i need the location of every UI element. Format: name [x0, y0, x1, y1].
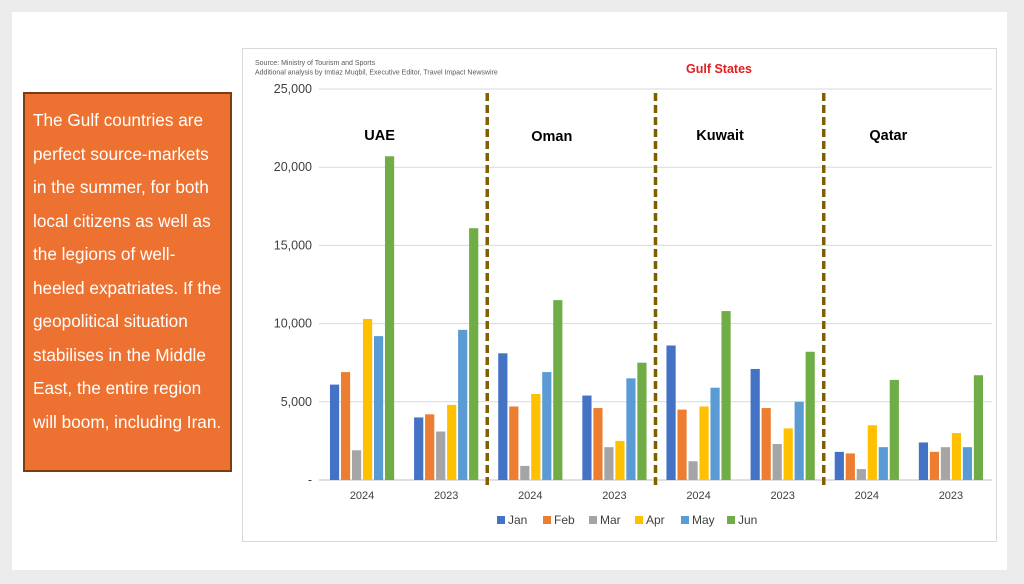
bar-apr — [362, 318, 373, 480]
bar-mar — [772, 444, 782, 480]
x-tick-label: 2024 — [518, 490, 542, 502]
legend-label: May — [692, 513, 715, 527]
legend-label: Feb — [554, 513, 575, 527]
bars — [329, 156, 984, 480]
source-note: Additional analysis by Imtiaz Muqbil, Ex… — [255, 70, 498, 77]
y-tick-label: 5,000 — [281, 395, 312, 409]
legend-swatch — [681, 516, 689, 524]
bar-feb — [509, 406, 519, 480]
y-tick-label: 15,000 — [274, 238, 312, 252]
bar-jun — [973, 375, 984, 480]
bar-apr — [531, 393, 541, 480]
bar-jun — [553, 300, 563, 480]
legend-label: Mar — [600, 513, 621, 527]
y-tick-label: 20,000 — [274, 160, 312, 174]
bar-feb — [845, 453, 855, 480]
bar-jan — [329, 384, 340, 480]
x-tick-label: 2023 — [434, 490, 458, 502]
bar-apr — [867, 425, 877, 480]
bar-jan — [414, 417, 424, 480]
callout-text: The Gulf countries are perfect source-ma… — [33, 110, 222, 432]
bar-may — [878, 447, 888, 480]
bar-mar — [688, 461, 698, 480]
bar-feb — [677, 409, 687, 480]
x-tick-label: 2023 — [770, 490, 794, 502]
x-tick-label: 2024 — [686, 490, 710, 502]
legend-swatch — [727, 516, 735, 524]
bar-jun — [721, 311, 731, 480]
chart-frame: -5,000 10,000 15,000 20,000 25,000 2024 2023 2… — [242, 48, 997, 542]
bar-feb — [340, 372, 351, 480]
x-tick-label: 2024 — [855, 490, 879, 502]
y-tick-label: 10,000 — [274, 317, 312, 331]
y-tick-label: 25,000 — [274, 82, 312, 96]
country-label: Qatar — [869, 128, 907, 144]
country-label: Kuwait — [696, 128, 744, 144]
chart-header: Source: Ministry of Tourism and Sports Ad… — [255, 60, 752, 77]
y-tick-label: - — [308, 473, 312, 487]
bar-feb — [425, 414, 435, 480]
bar-feb — [593, 408, 603, 480]
bar-may — [794, 401, 804, 480]
legend-swatch — [497, 516, 505, 524]
country-label: Oman — [531, 129, 572, 145]
bar-mar — [856, 469, 866, 480]
legend-swatch — [635, 516, 643, 524]
x-tick-label: 2023 — [602, 490, 626, 502]
bar-feb — [761, 408, 771, 480]
bar-jan — [750, 368, 760, 480]
legend-swatch — [543, 516, 551, 524]
bar-jun — [805, 351, 815, 480]
bar-jun — [889, 379, 899, 480]
bar-jan — [918, 442, 929, 480]
bar-jan — [834, 451, 844, 480]
bar-jun — [384, 156, 395, 480]
bar-may — [373, 336, 384, 480]
x-tick-label: 2023 — [939, 490, 963, 502]
bar-jan — [582, 395, 592, 480]
bar-mar — [520, 465, 530, 480]
bar-jun — [469, 228, 479, 480]
country-labels: UAE Oman Kuwait Qatar — [364, 128, 907, 145]
commentary-callout: The Gulf countries are perfect source-ma… — [23, 92, 232, 472]
legend: Jan Feb Mar Apr May Jun — [497, 513, 757, 527]
country-dividers — [485, 93, 826, 486]
legend-swatch — [589, 516, 597, 524]
bar-may — [710, 387, 720, 480]
bar-may — [962, 447, 973, 480]
legend-label: Jun — [738, 513, 757, 527]
bar-apr — [699, 406, 709, 480]
bar-mar — [351, 450, 362, 480]
bar-apr — [447, 404, 457, 480]
bar-jan — [498, 353, 508, 480]
bar-jan — [666, 345, 676, 480]
bar-mar — [940, 447, 951, 480]
bar-mar — [436, 431, 446, 480]
country-label: UAE — [364, 128, 395, 144]
x-tick-label: 2024 — [350, 490, 374, 502]
bar-mar — [604, 447, 614, 480]
bar-apr — [615, 440, 625, 480]
bar-jun — [637, 362, 647, 480]
y-axis: - 5,000 10,000 15,000 20,000 25,000 — [274, 82, 312, 487]
bar-apr — [783, 428, 793, 480]
bar-apr — [951, 433, 962, 480]
bar-feb — [929, 451, 940, 480]
source-note: Source: Ministry of Tourism and Sports — [255, 60, 376, 67]
legend-label: Apr — [646, 513, 665, 527]
x-axis: 2024 2023 2024 2023 2024 2023 2024 2023 — [350, 490, 963, 502]
legend-label: Jan — [508, 513, 527, 527]
bar-may — [458, 329, 468, 480]
bar-may — [542, 372, 552, 480]
bar-may — [626, 378, 636, 480]
chart-title: Gulf States — [686, 62, 752, 76]
